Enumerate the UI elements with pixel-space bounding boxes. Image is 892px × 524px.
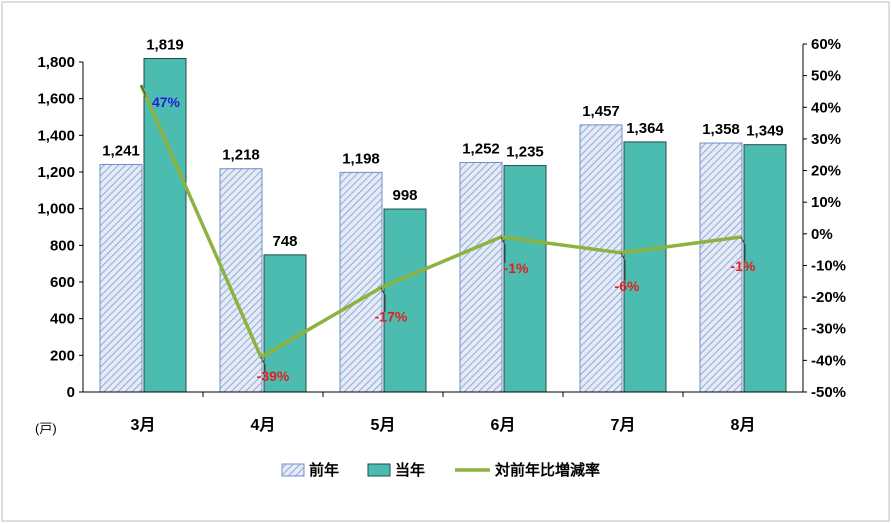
bar-current-year-label: 998 [392, 187, 417, 204]
right-tick-label: 40% [811, 99, 841, 116]
left-tick-label: 800 [50, 237, 75, 254]
legend-label-yoy-line: 対前年比増減率 [494, 461, 600, 479]
bar-current-year-label: 1,235 [506, 144, 544, 161]
line-label-leader [740, 236, 746, 261]
line-point-label: -1% [504, 260, 529, 276]
bar-current-year-label: 1,349 [746, 123, 784, 140]
bar-prev-year [339, 171, 383, 393]
category-label: 7月 [611, 416, 636, 434]
left-tick-label: 600 [50, 274, 75, 291]
right-tick-label: -20% [811, 289, 846, 306]
right-tick-label: -50% [811, 384, 846, 401]
bar-prev-year [579, 124, 623, 393]
legend-label-prev-year: 前年 [309, 461, 339, 479]
bar-current-year [263, 254, 307, 393]
line-label-leader [620, 252, 626, 281]
line-label-leader [140, 84, 146, 98]
line-point-label: 47% [152, 94, 181, 110]
category-label: 4月 [251, 416, 276, 434]
left-tick-label: 1,200 [37, 164, 75, 181]
line-label-leader [500, 236, 506, 263]
right-tick-label: -10% [811, 257, 846, 274]
bar-prev-year-label: 1,218 [222, 147, 260, 164]
left-tick-label: 400 [50, 311, 75, 328]
category-label: 8月 [731, 416, 756, 434]
left-tick-label: 0 [67, 384, 75, 401]
left-tick-label: 1,600 [37, 91, 75, 108]
right-tick-label: 50% [811, 68, 841, 85]
bar-prev-year [459, 161, 503, 393]
line-point-label: -17% [375, 309, 408, 325]
left-tick-label: 1,400 [37, 127, 75, 144]
right-tick-label: -30% [811, 321, 846, 338]
left-axis-unit: (戸) [35, 421, 57, 436]
bar-prev-year [99, 163, 143, 393]
bar-prev-year-label: 1,457 [582, 103, 620, 120]
bar-current-year [143, 58, 187, 393]
bar-prev-year-label: 1,252 [462, 140, 500, 157]
right-tick-label: 10% [811, 194, 841, 211]
plot-area: 1,241 1,819 1,218 748 1,198 998 1,252 1,235 1,45… [99, 37, 787, 393]
bar-current-year-label: 1,364 [626, 120, 664, 137]
bar-current-year [503, 165, 547, 393]
bar-prev-year-label: 1,358 [702, 121, 740, 138]
legend-label-current-year: 当年 [395, 461, 425, 479]
category-label: 5月 [371, 416, 396, 434]
bar-current-year [383, 208, 427, 393]
right-tick-label: 60% [811, 36, 841, 53]
legend: 前年 当年 対前年比増減率 [281, 461, 600, 479]
right-tick-label: -40% [811, 352, 846, 369]
right-tick-label: 30% [811, 131, 841, 148]
bar-current-year-label: 748 [272, 233, 297, 250]
line-point-label: -6% [615, 278, 640, 294]
legend-swatch-current-year [367, 463, 391, 477]
legend-swatch-prev-year [281, 463, 305, 477]
bar-prev-year [699, 142, 743, 393]
left-tick-label: 200 [50, 347, 75, 364]
line-point-label: -39% [257, 368, 290, 384]
right-tick-label: 0% [811, 226, 833, 243]
line-point-label: -1% [731, 258, 756, 274]
category-label: 6月 [491, 416, 516, 434]
axes: 0 200 400 600 800 1,000 1,200 1,400 1,600 1,800 -5… [35, 36, 846, 436]
line-label-leader [380, 287, 386, 312]
left-tick-label: 1,000 [37, 201, 75, 218]
bar-prev-year-label: 1,241 [102, 142, 140, 159]
bar-prev-year-label: 1,198 [342, 150, 380, 167]
line-label-leader [260, 356, 266, 372]
yoy-change-line [139, 84, 742, 359]
right-tick-label: 20% [811, 163, 841, 180]
bar-current-year [623, 141, 667, 393]
bar-current-year-label: 1,819 [146, 37, 184, 54]
left-tick-label: 1,800 [37, 54, 75, 71]
category-label: 3月 [131, 416, 156, 434]
